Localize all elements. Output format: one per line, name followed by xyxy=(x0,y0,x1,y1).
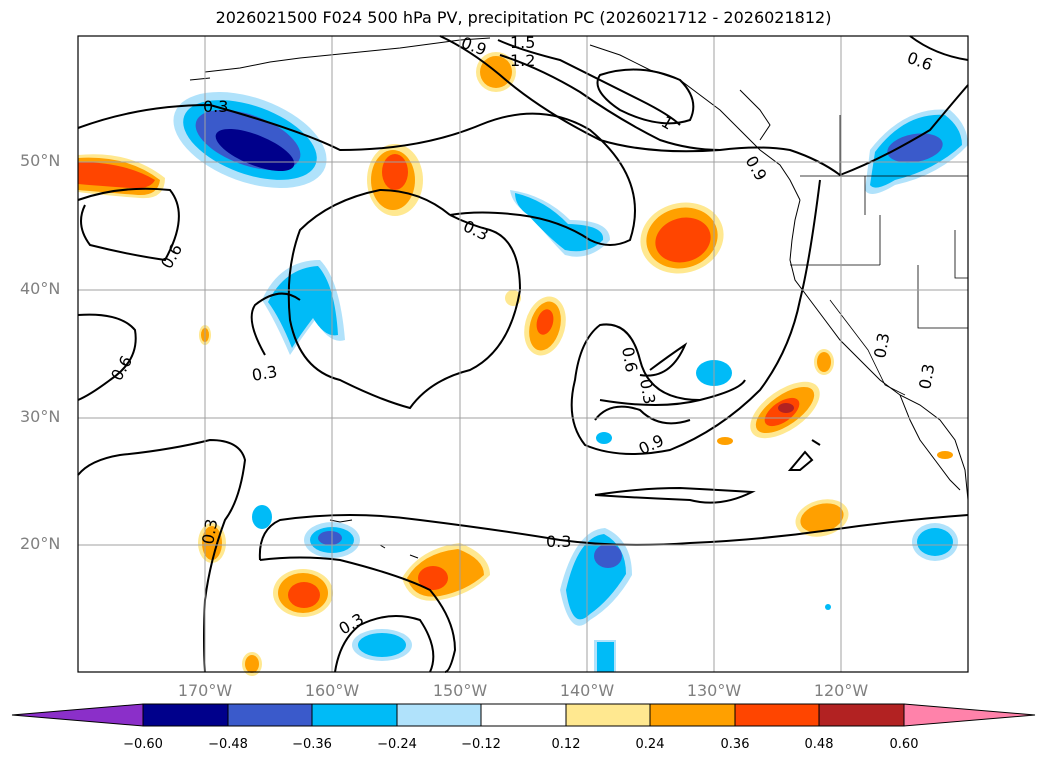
lat-label: 20°N xyxy=(20,534,61,553)
lat-label: 30°N xyxy=(20,407,61,426)
contour-label: 0.3 xyxy=(870,331,893,359)
lat-label: 50°N xyxy=(20,151,61,170)
colorbar-tick-label: 0.48 xyxy=(804,737,834,752)
colorbar-tick-label: −0.60 xyxy=(123,737,163,752)
pv-contours xyxy=(77,35,969,673)
contour-label: 0.3 xyxy=(915,362,938,390)
lon-label: 160°W xyxy=(304,681,360,700)
colorbar-extend-high xyxy=(903,703,1036,727)
graticule xyxy=(78,36,968,672)
colorbar-tick-label: −0.36 xyxy=(292,737,332,752)
colorbar-bin xyxy=(818,703,905,727)
contour-label: 0.6 xyxy=(618,345,641,373)
contour-label: 0.3 xyxy=(198,517,221,545)
map-frame xyxy=(77,35,969,673)
colorbar-bin xyxy=(142,703,229,727)
colorbar-bin xyxy=(734,703,820,727)
colorbar-tick-label: 0.24 xyxy=(635,737,665,752)
lon-label: 170°W xyxy=(177,681,233,700)
contour-label: 0.3 xyxy=(250,362,278,385)
contour-label: 1.2 xyxy=(510,51,535,70)
lon-label: 140°W xyxy=(559,681,615,700)
precip-negative-anomalies xyxy=(173,91,968,672)
colorbar-tick-label: 0.36 xyxy=(720,737,750,752)
coastlines xyxy=(189,37,969,559)
contour-label: 0.3 xyxy=(203,97,228,116)
colorbar-tick-label: −0.48 xyxy=(208,737,248,752)
page-title: 2026021500 F024 500 hPa PV, precipitatio… xyxy=(215,8,832,27)
colorbar-bin xyxy=(649,703,736,727)
colorbar-tick-label: 0.60 xyxy=(889,737,919,752)
lon-label: 120°W xyxy=(813,681,869,700)
colorbar-bin xyxy=(396,703,482,727)
colorbar-tick-label: −0.24 xyxy=(377,737,417,752)
colorbar-bin xyxy=(480,703,567,727)
lon-label: 130°W xyxy=(686,681,742,700)
lat-label: 40°N xyxy=(20,279,61,298)
colorbar xyxy=(11,703,1036,727)
contour-label: 0.3 xyxy=(636,377,659,405)
colorbar-tick-label: −0.12 xyxy=(461,737,501,752)
colorbar-bin xyxy=(311,703,398,727)
lon-label: 150°W xyxy=(432,681,488,700)
colorbar-bin xyxy=(565,703,651,727)
colorbar-tick-label: 0.12 xyxy=(551,737,581,752)
contour-label: 0.3 xyxy=(546,532,571,551)
contour-label: 1.5 xyxy=(510,33,535,52)
colorbar-extend-low xyxy=(11,703,144,727)
state-borders xyxy=(790,115,968,396)
colorbar-bin xyxy=(227,703,313,727)
